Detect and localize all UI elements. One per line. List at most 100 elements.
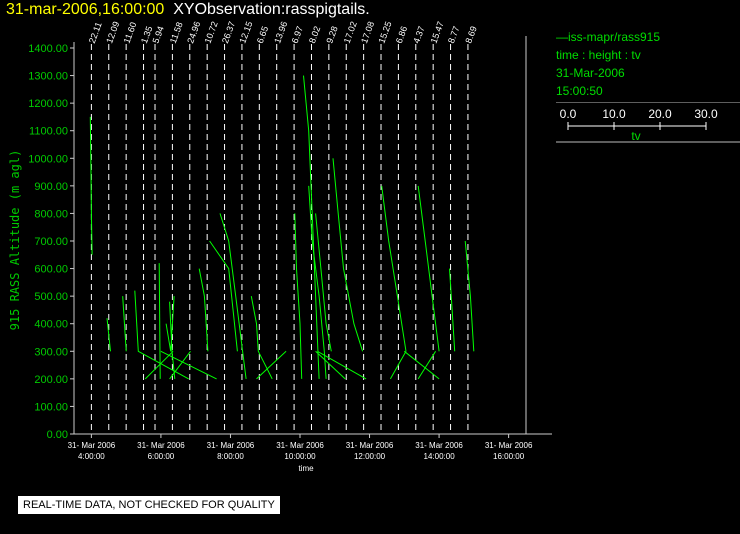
time-marker-label: 11.58 — [168, 21, 185, 45]
time-marker-label: 24.96 — [185, 20, 202, 45]
time-marker-label: 6.97 — [290, 25, 305, 45]
time-marker-label: 17.02 — [342, 20, 359, 45]
time-marker-label: 6.86 — [394, 25, 409, 45]
profile-line — [134, 290, 189, 380]
legend: —iss-mapr/rass915 time : height : tv 31-… — [556, 28, 740, 143]
x-tick-time: 16:00:00 — [493, 452, 525, 461]
time-marker-label: 8.02 — [307, 25, 322, 45]
profile-line — [250, 296, 273, 380]
legend-scale: 0.0 10.0 20.0 30.0 tv — [556, 102, 740, 143]
y-tick-label: 500.00 — [34, 291, 68, 303]
profile-line — [294, 213, 303, 379]
profile-line — [417, 351, 437, 380]
y-tick-label: 1200.00 — [28, 98, 68, 110]
data-series — [89, 75, 475, 380]
y-tick-label: 1300.00 — [28, 71, 68, 83]
legend-series: —iss-mapr/rass915 — [556, 28, 740, 46]
time-marker-label: 9.28 — [324, 25, 339, 45]
legend-line-icon: — — [556, 30, 568, 44]
time-marker-label: 15.25 — [376, 20, 393, 45]
legend-date: 31-Mar-2006 — [556, 66, 625, 80]
legend-variables: time : height : tv — [556, 48, 641, 62]
y-tick-label: 200.00 — [34, 374, 68, 386]
y-tick-label: 600.00 — [34, 264, 68, 276]
time-marker-label: 15.47 — [429, 20, 446, 45]
time-marker-label: 17.08 — [359, 20, 376, 45]
profile-line — [219, 213, 247, 379]
quality-notice: REAL-TIME DATA, NOT CHECKED FOR QUALITY — [18, 496, 280, 514]
profile-line — [417, 185, 440, 352]
profile-line — [160, 350, 217, 380]
time-marker-label: 12.15 — [237, 20, 254, 45]
profile-line — [464, 240, 475, 352]
profile-line — [303, 75, 320, 379]
scale-tick-label: 10.0 — [602, 107, 626, 121]
chart-frame — [73, 36, 552, 435]
y-axis: 0.00 100.00 200.00 300.00 400.00 500.00 600.00… — [28, 43, 74, 441]
profile-line — [332, 158, 364, 352]
y-tick-label: 0.00 — [47, 429, 68, 441]
y-tick-label: 400.00 — [34, 319, 68, 331]
time-marker-label: 6.65 — [255, 25, 270, 45]
time-marker-label: 13.96 — [272, 20, 289, 45]
time-marker-label: 22.11 — [87, 21, 104, 45]
y-tick-label: 1100.00 — [29, 126, 68, 138]
time-marker-label: 11.60 — [122, 21, 139, 45]
time-marker-label: 8.69 — [463, 25, 478, 45]
legend-series-label: iss-mapr/rass915 — [568, 30, 661, 44]
x-tick-time: 6:00:00 — [148, 452, 175, 461]
profile-line — [169, 301, 176, 379]
y-tick-label: 300.00 — [34, 346, 68, 358]
profile-line — [315, 213, 332, 352]
time-markers: 22.11 12.09 11.60 1.355.94 11.58 24.96 10.72 26… — [87, 20, 479, 434]
x-tick-time: 8:00:00 — [217, 452, 244, 461]
y-axis-label: 915 RASS Altitude (m agl) — [8, 150, 22, 331]
y-tick-label: 900.00 — [34, 181, 68, 193]
scale-tick-label: 30.0 — [694, 107, 718, 121]
profile-line — [209, 240, 238, 352]
profile-line — [449, 268, 456, 352]
x-tick-date: 31- Mar 2006 — [68, 441, 116, 450]
y-tick-label: 800.00 — [34, 208, 68, 220]
x-tick-date: 31- Mar 2006 — [485, 441, 533, 450]
time-marker-label: 10.72 — [203, 20, 220, 45]
legend-scale-label: tv — [631, 129, 640, 143]
scale-tick-label: 20.0 — [648, 107, 672, 121]
legend-time: 15:00:50 — [556, 84, 603, 98]
profile-line — [144, 350, 174, 380]
profile-line — [256, 350, 287, 380]
x-tick-date: 31- Mar 2006 — [137, 441, 185, 450]
time-marker-label: 4.37 — [411, 25, 426, 45]
y-tick-label: 1400.00 — [28, 43, 68, 55]
title-datetime: 31-mar-2006,16:00:00 — [6, 1, 165, 18]
profile-line — [122, 296, 127, 352]
x-tick-date: 31- Mar 2006 — [276, 441, 324, 450]
profile-line — [403, 350, 440, 380]
x-tick-date: 31- Mar 2006 — [207, 441, 255, 450]
x-tick-time: 12:00:00 — [354, 452, 386, 461]
profile-line — [315, 350, 346, 380]
profile-line — [158, 263, 161, 379]
profile-line — [165, 296, 175, 352]
profile-line — [381, 185, 407, 352]
y-tick-label: 100.00 — [34, 401, 68, 413]
profile-line — [169, 350, 191, 380]
x-tick-date: 31- Mar 2006 — [346, 441, 394, 450]
page-title: 31-mar-2006,16:00:00 XYObservation:rassp… — [6, 1, 370, 19]
x-tick-time: 4:00:00 — [78, 452, 105, 461]
profile-line — [198, 268, 209, 352]
y-tick-label: 700.00 — [34, 236, 68, 248]
y-tick-label: 1000.00 — [28, 153, 68, 165]
time-marker-label: 26.37 — [220, 20, 237, 45]
time-marker-label: 12.09 — [104, 20, 121, 45]
title-observation: XYObservation:rasspigtails. — [173, 1, 370, 18]
profile-line — [89, 116, 93, 255]
profile-line — [106, 318, 111, 352]
x-axis: 31- Mar 2006 4:00:00 31- Mar 2006 6:00:00 31… — [68, 434, 533, 461]
x-tick-date: 31- Mar 2006 — [415, 441, 463, 450]
profile-line — [317, 350, 367, 380]
x-tick-time: 14:00:00 — [424, 452, 456, 461]
time-marker-label: 8.77 — [446, 25, 461, 45]
profile-line — [389, 351, 407, 380]
